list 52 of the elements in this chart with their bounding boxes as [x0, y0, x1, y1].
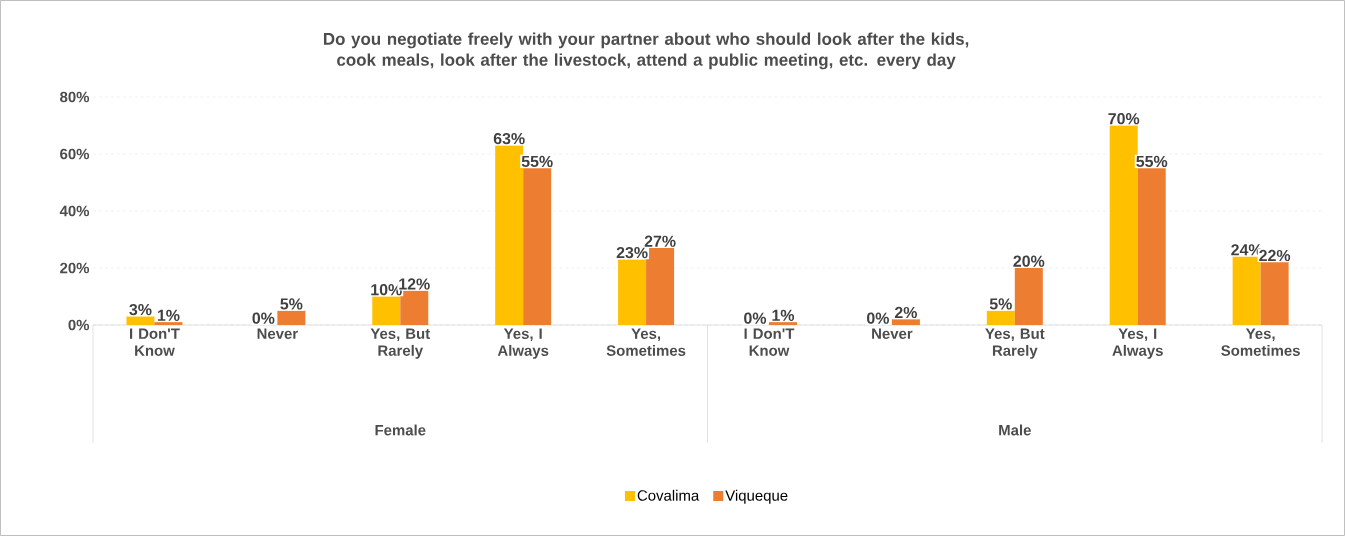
- y-tick-label: 0%: [68, 319, 90, 331]
- x-tick-label: Yes, But Rarely: [370, 328, 430, 359]
- data-label: 23%: [616, 246, 648, 259]
- bar: [618, 259, 647, 325]
- bar: [986, 310, 1015, 325]
- x-tick-label: Never: [872, 328, 913, 339]
- bar: [126, 316, 155, 325]
- y-tick-label: 60%: [60, 148, 90, 160]
- data-label: 55%: [1136, 155, 1168, 168]
- bar: [277, 310, 306, 325]
- y-tick-label: 40%: [59, 205, 90, 217]
- x-tick-label: I Don'T Know: [130, 328, 180, 356]
- x-tick-label: Yes, I Always: [497, 328, 549, 359]
- data-label: 0%: [252, 312, 275, 324]
- bar: [1109, 125, 1138, 325]
- bar: [1014, 268, 1043, 325]
- data-label: 55%: [521, 155, 553, 168]
- x-tick-label: Yes, But Rarely: [985, 328, 1045, 359]
- bar: [769, 322, 797, 325]
- data-label: 20%: [1013, 255, 1045, 267]
- bar: [891, 319, 920, 325]
- data-label: 5%: [280, 298, 303, 310]
- data-label: 3%: [129, 303, 152, 316]
- legend-label: Viqueque: [725, 489, 788, 504]
- text: Male: [999, 424, 1031, 436]
- x-tick-label: I Don'T Know: [744, 328, 795, 356]
- x-tick-label: Never: [257, 328, 298, 339]
- data-label: 1%: [157, 309, 180, 321]
- data-label: 1%: [772, 309, 795, 321]
- data-label: 5%: [989, 298, 1012, 310]
- data-label: 0%: [867, 312, 889, 324]
- x-tick-label: Yes, I Always: [1112, 328, 1163, 359]
- bar: [646, 248, 675, 325]
- legend-label: Covalima: [637, 489, 700, 501]
- bar: [495, 145, 524, 325]
- data-label: 63%: [493, 132, 525, 145]
- bar: [523, 168, 552, 325]
- bar: [1137, 168, 1166, 325]
- x-tick-label: Yes, Sometimes: [1221, 328, 1300, 356]
- data-label: 0%: [744, 312, 767, 324]
- chart-title: Do you negotiate freely with your partner about who should look after the kids, cook meals, look after the livestock, attend a public meeting, etc. every day: [323, 32, 969, 70]
- bar: [154, 322, 183, 325]
- data-label: 27%: [644, 235, 676, 247]
- text: Female: [375, 424, 426, 436]
- y-tick-label: 20%: [60, 262, 90, 274]
- bar: [1232, 256, 1261, 325]
- y-tick-label: 80%: [60, 91, 90, 103]
- data-label: 22%: [1259, 249, 1291, 262]
- data-label: 70%: [1108, 113, 1140, 125]
- bar: [1260, 262, 1289, 325]
- x-tick-label: Yes, Sometimes: [606, 328, 686, 356]
- data-label: 2%: [894, 306, 917, 319]
